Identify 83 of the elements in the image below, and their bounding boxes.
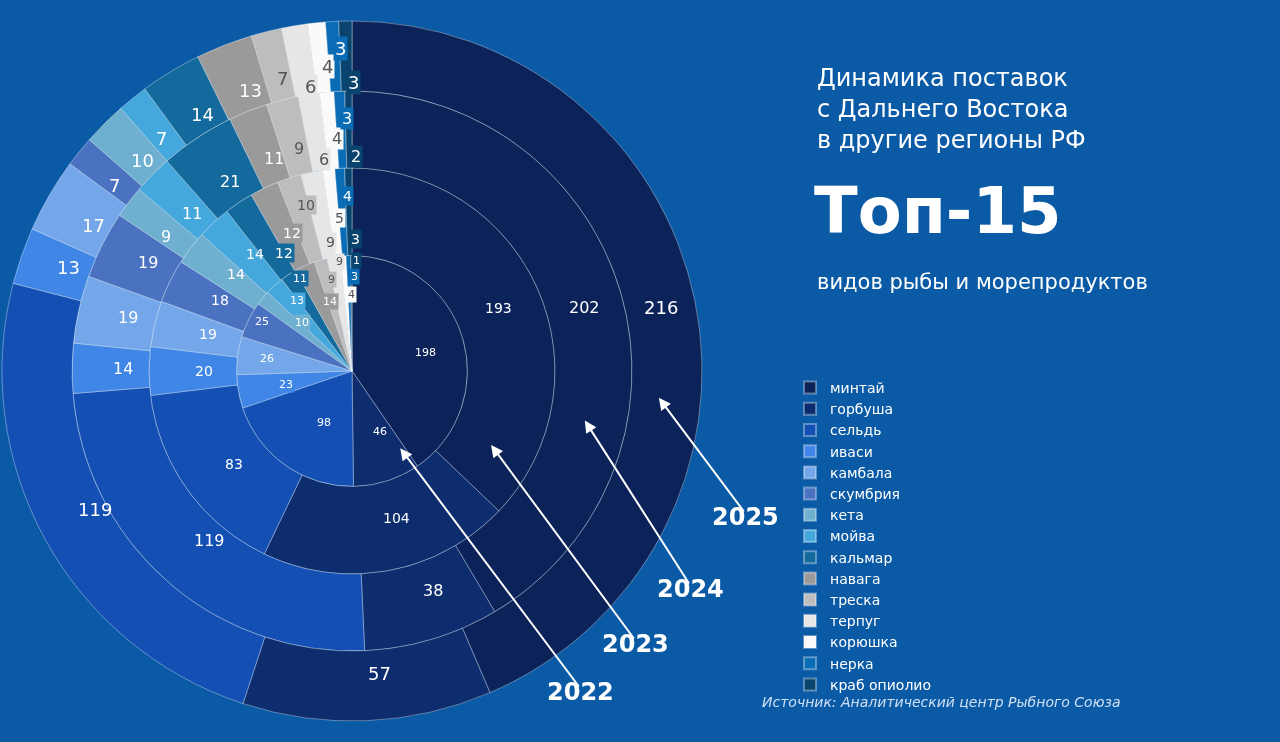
legend-label: скумбрия (830, 486, 901, 503)
data-label: 9 (328, 273, 335, 286)
legend-label: навага (830, 570, 881, 587)
data-label: 4 (322, 56, 334, 77)
data-label: 14 (191, 104, 214, 125)
data-label: 18 (211, 292, 229, 308)
data-label: 119 (194, 531, 225, 550)
data-label: 4 (332, 129, 343, 148)
data-label: 7 (109, 175, 121, 196)
data-label: 14 (246, 246, 264, 262)
text: видов рыбы и морепродуктов (817, 270, 1148, 294)
data-label: 46 (373, 425, 387, 438)
data-label: 19 (138, 253, 159, 272)
data-label: 14 (113, 359, 134, 378)
data-label: 19 (199, 326, 217, 342)
data-label: 13 (239, 80, 262, 101)
legend-label: иваси (830, 443, 873, 460)
data-label: 9 (161, 227, 172, 246)
text: Топ-15 (814, 174, 1062, 248)
data-label: 3 (348, 72, 360, 93)
data-label: 25 (255, 315, 269, 328)
data-label: 19 (118, 308, 139, 327)
data-label: 11 (264, 149, 285, 168)
data-label: 7 (277, 68, 289, 89)
data-label: 3 (342, 109, 353, 128)
legend-label: горбуша (830, 401, 894, 418)
legend-label: корюшка (830, 634, 898, 651)
data-label: 7 (156, 128, 168, 149)
data-label: 21 (220, 172, 241, 191)
data-label: 20 (195, 363, 213, 379)
data-label: 4 (343, 188, 352, 204)
data-label: 1 (353, 254, 360, 267)
text: Источник: Аналитический центр Рыбного Союза (762, 694, 1121, 710)
data-label: 12 (275, 245, 293, 261)
data-label: 6 (305, 76, 317, 97)
data-label: 14 (323, 295, 337, 308)
data-label: 216 (644, 297, 679, 318)
slice-label: 2024 (657, 575, 724, 603)
data-label: 13 (57, 257, 80, 278)
data-label: 10 (297, 197, 315, 213)
data-label: 23 (279, 378, 293, 391)
legend-label: нерка (830, 655, 874, 672)
data-label: 5 (335, 210, 344, 226)
data-label: 9 (294, 139, 305, 158)
legend-label: треска (830, 592, 881, 609)
legend-label: сельдь (830, 422, 882, 439)
legend-label: минтай (830, 380, 885, 397)
data-label: 198 (415, 346, 436, 359)
data-label: 38 (423, 581, 444, 600)
data-label: 57 (368, 663, 391, 684)
data-label: 10 (295, 316, 309, 329)
data-label: 119 (78, 499, 113, 520)
data-label: 202 (569, 298, 600, 317)
data-label: 9 (336, 255, 343, 268)
data-label: 3 (351, 231, 360, 247)
data-label: 104 (383, 510, 410, 526)
slice-label: 2025 (712, 503, 779, 531)
data-label: 17 (82, 215, 105, 236)
data-label: 98 (317, 416, 331, 429)
data-label: 11 (182, 204, 203, 223)
legend-label: краб опиолио (830, 676, 932, 693)
data-label: 12 (283, 225, 301, 241)
data-label: 10 (131, 150, 154, 171)
legend-label: кальмар (830, 549, 893, 566)
data-label: 26 (260, 352, 274, 365)
slice-label: 2022 (547, 678, 614, 706)
legend-label: камбала (830, 464, 893, 481)
legend-label: терпуг (830, 613, 881, 630)
legend-label: кета (830, 507, 864, 524)
data-label: 6 (319, 150, 330, 169)
text: Динамика поставок с Дальнего Востока в другие регионы РФ (817, 64, 1086, 155)
data-label: 193 (485, 300, 512, 316)
legend-label: мойва (830, 528, 876, 545)
slice-label: 2023 (602, 630, 669, 658)
data-label: 3 (351, 270, 358, 283)
data-label: 14 (227, 266, 245, 282)
data-label: 13 (290, 294, 304, 307)
data-label: 4 (348, 288, 355, 301)
data-label: 3 (335, 38, 347, 59)
data-label: 83 (225, 456, 243, 472)
data-label: 11 (293, 272, 307, 285)
data-label: 9 (326, 234, 335, 250)
data-label: 2 (351, 147, 362, 166)
